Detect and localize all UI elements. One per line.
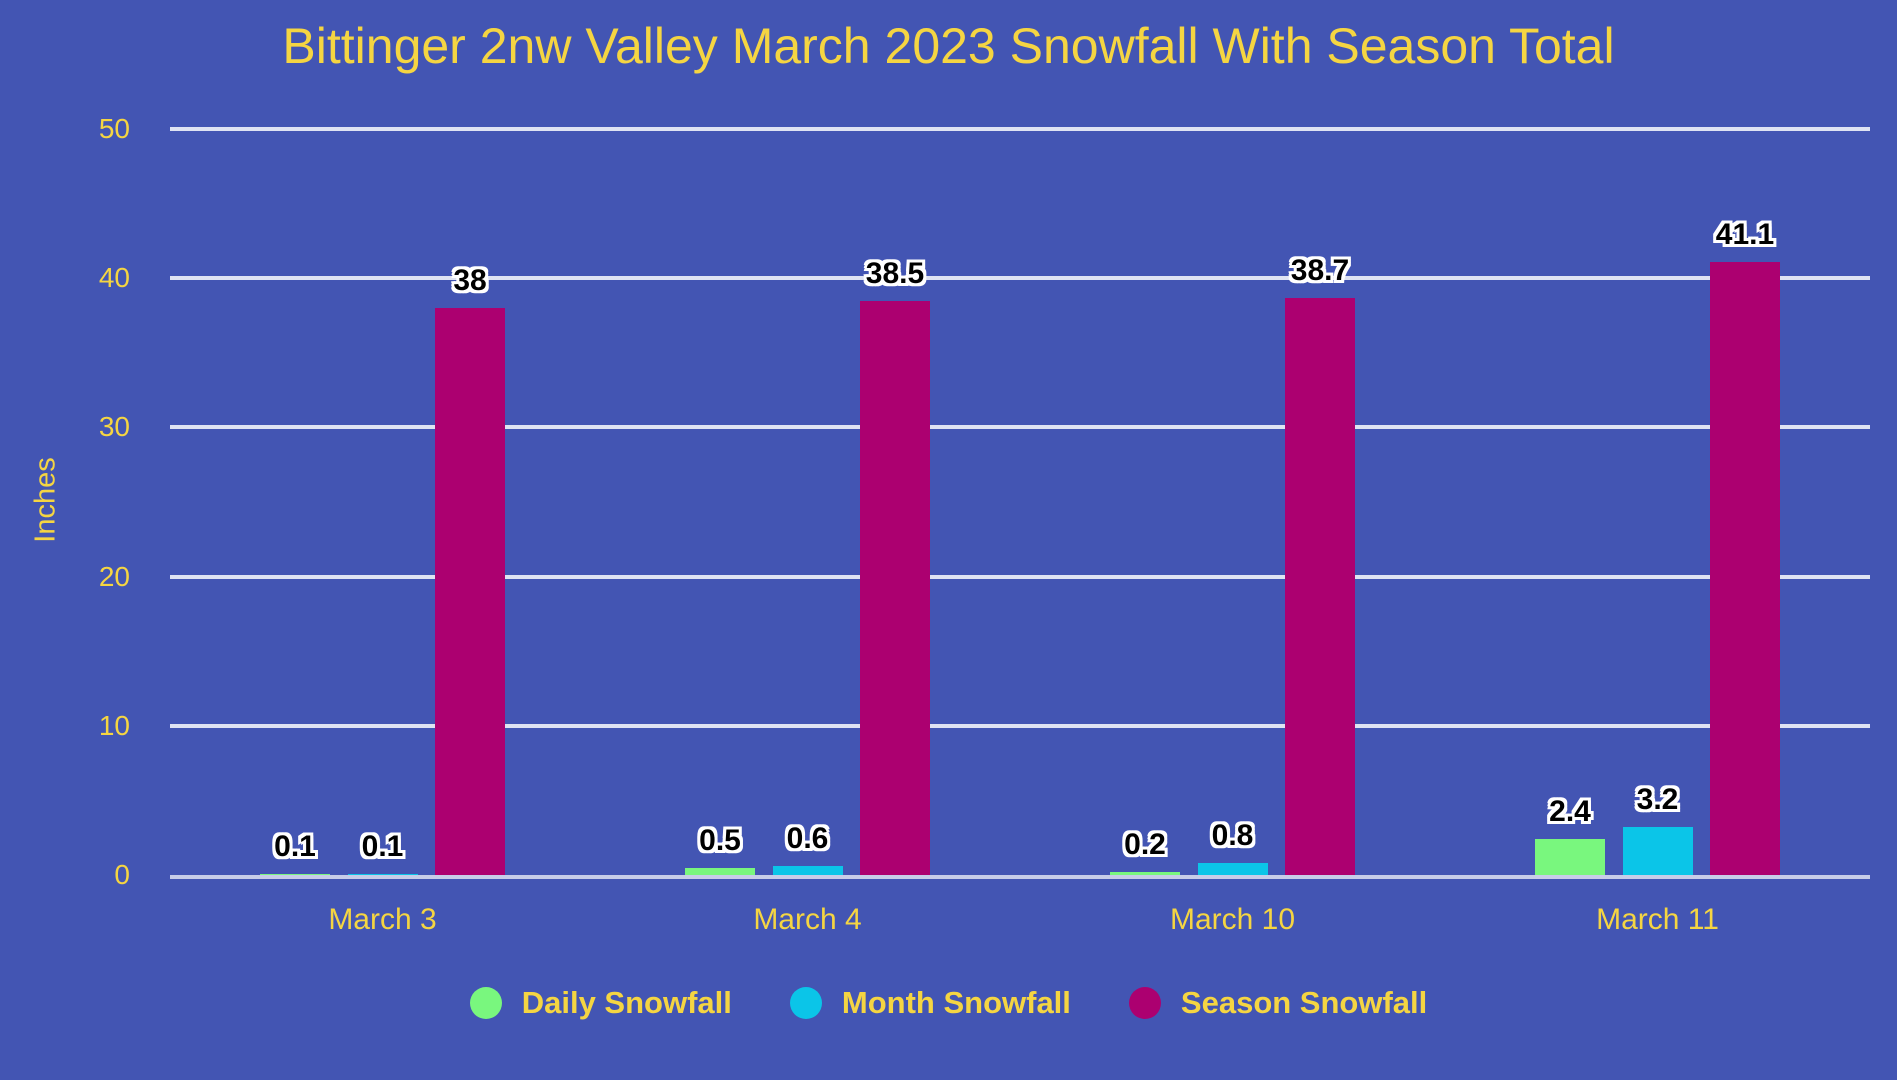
- bar-season-snowfall-march-11[interactable]: [1710, 261, 1780, 875]
- bar-value-label-daily-snowfall-march-10: 0.2: [1124, 828, 1166, 862]
- bar-value-label-daily-snowfall-march-3: 0.1: [274, 829, 316, 863]
- bar-value-label-month-snowfall-march-10: 0.8: [1211, 819, 1254, 853]
- bar-month-snowfall-march-11[interactable]: [1622, 827, 1693, 875]
- gridline-30: [170, 425, 1870, 430]
- x-axis-label-march-4: March 4: [753, 903, 862, 936]
- gridline-50: [170, 127, 1870, 131]
- legend: Daily Snowfall Month Snowfall Season Snowf…: [0, 985, 1897, 1021]
- y-tick-label-20: 20: [98, 560, 130, 592]
- bar-season-snowfall-march-3[interactable]: [435, 308, 505, 875]
- bar-value-label-daily-snowfall-march-4: 0.5: [699, 823, 741, 857]
- x-axis-line: [170, 875, 1870, 879]
- legend-label-month-snowfall: Month Snowfall: [841, 985, 1071, 1020]
- bar-daily-snowfall-march-3[interactable]: [260, 873, 330, 875]
- gridline-10: [170, 723, 1870, 728]
- x-axis-label-march-10: March 10: [1169, 903, 1296, 936]
- x-axis-label-march-3: March 3: [328, 903, 437, 936]
- bar-value-label-season-snowfall-march-11: 41.1: [1715, 217, 1775, 251]
- legend-item-season-snowfall[interactable]: Season Snowfall: [1128, 985, 1428, 1021]
- y-tick-label-40: 40: [98, 262, 130, 294]
- bar-month-snowfall-march-10[interactable]: [1197, 863, 1268, 875]
- legend-swatch-season-snowfall: [1128, 987, 1161, 1019]
- bar-value-label-season-snowfall-march-10: 38.7: [1290, 253, 1350, 287]
- y-tick-label-30: 30: [98, 411, 130, 443]
- legend-label-daily-snowfall: Daily Snowfall: [521, 985, 732, 1020]
- bar-value-label-month-snowfall-march-11: 3.2: [1636, 783, 1679, 817]
- legend-label-season-snowfall: Season Snowfall: [1180, 985, 1428, 1020]
- bar-daily-snowfall-march-4[interactable]: [685, 867, 755, 875]
- y-tick-label-0: 0: [114, 859, 130, 890]
- bar-month-snowfall-march-4[interactable]: [772, 866, 843, 875]
- bar-daily-snowfall-march-11[interactable]: [1535, 839, 1605, 875]
- legend-item-daily-snowfall[interactable]: Daily Snowfall: [469, 985, 732, 1021]
- plot-area: 0.1 0.1 38 0.5 0.6 38.5 0.2 0.8 38.7 2.4 3.2 41.1: [170, 127, 1870, 879]
- bar-value-label-season-snowfall-march-4: 38.5: [865, 256, 925, 290]
- y-axis-title: Inches: [29, 457, 62, 543]
- y-tick-label-10: 10: [98, 709, 130, 741]
- gridline-40: [170, 276, 1870, 281]
- legend-swatch-daily-snowfall: [469, 987, 502, 1019]
- legend-swatch-month-snowfall: [789, 987, 822, 1019]
- x-axis-label-march-11: March 11: [1596, 903, 1719, 936]
- bar-value-label-month-snowfall-march-3: 0.1: [361, 829, 404, 863]
- bar-value-label-month-snowfall-march-4: 0.6: [786, 822, 829, 856]
- bar-month-snowfall-march-3[interactable]: [347, 873, 418, 875]
- y-tick-label-50: 50: [98, 113, 130, 144]
- bar-season-snowfall-march-4[interactable]: [860, 300, 930, 875]
- bar-season-snowfall-march-10[interactable]: [1285, 297, 1355, 875]
- bar-value-label-season-snowfall-march-3: 38: [453, 264, 487, 298]
- bar-value-label-daily-snowfall-march-11: 2.4: [1549, 795, 1591, 829]
- chart-title: Bittinger 2nw Valley March 2023 Snowfall…: [282, 18, 1615, 74]
- bar-daily-snowfall-march-10[interactable]: [1110, 872, 1180, 875]
- gridline-20: [170, 574, 1870, 579]
- legend-item-month-snowfall[interactable]: Month Snowfall: [789, 985, 1071, 1021]
